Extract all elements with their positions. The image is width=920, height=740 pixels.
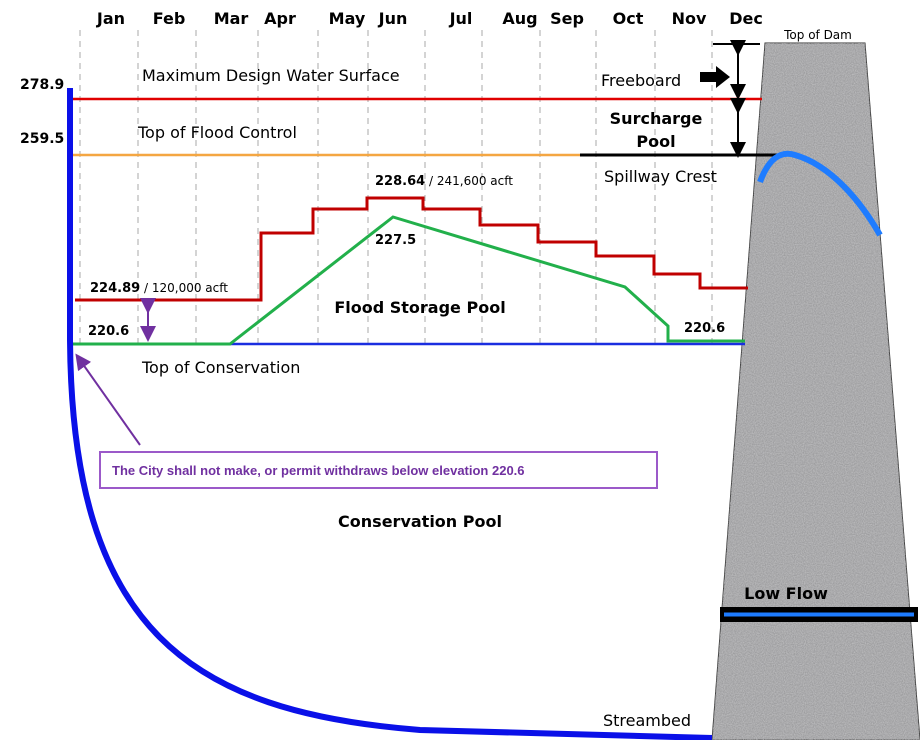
dam-label: Pool [636, 132, 675, 151]
month: Jan [96, 9, 125, 28]
month: Mar [214, 9, 249, 28]
line-label: Streambed [603, 711, 691, 730]
month: Jun [378, 9, 408, 28]
base-volume: / 120,000 acft [144, 281, 228, 295]
reservoir-bed [67, 88, 713, 740]
pool-label: Conservation Pool [338, 512, 502, 531]
annotation: 220.6 [88, 324, 129, 339]
annotation: 224.89 / 120,000 acft [90, 281, 228, 296]
annotation: 227.5 [375, 233, 416, 248]
month: May [329, 9, 366, 28]
month: Apr [264, 9, 296, 28]
note-box [99, 451, 658, 489]
peak-value: 228.64 [375, 174, 425, 189]
pool-label: Flood Storage Pool [334, 298, 505, 317]
note-bold: withdraws below elevation 220.6 [323, 463, 524, 478]
note-text: The City shall not make, or permit [112, 463, 324, 478]
line-label: Top of Conservation [141, 358, 300, 377]
month: Nov [672, 9, 707, 28]
green-curve [72, 215, 745, 346]
note-arrow [75, 353, 141, 446]
month: Oct [613, 9, 644, 28]
dam-label: Low Flow [744, 584, 828, 603]
annotation: 220.6 [684, 321, 725, 336]
months: Jan Feb Mar Apr May Jun Jul Aug Sep Oct … [96, 9, 763, 28]
elevation: 259.5 [20, 131, 64, 147]
dam-label: Freeboard [601, 71, 681, 90]
dam [711, 42, 920, 740]
spillway-flow [757, 150, 883, 237]
grid [79, 30, 713, 345]
dam-label: Surcharge [610, 109, 703, 128]
month: Aug [502, 9, 537, 28]
month: Sep [550, 9, 584, 28]
dam-label: Top of Dam [783, 28, 852, 42]
month: Jul [449, 9, 473, 28]
freeboard-arrows [700, 40, 760, 158]
flood-rule-curve [75, 196, 748, 302]
line-label: Top of Flood Control [137, 123, 297, 142]
elevation: 278.9 [20, 77, 64, 93]
month: Dec [729, 9, 763, 28]
base-value: 224.89 [90, 281, 140, 296]
annotation: 228.64 / 241,600 acft [375, 174, 513, 189]
note: The City shall not make, or permit withd… [112, 463, 525, 478]
line-label: Spillway Crest [604, 167, 717, 186]
month: Feb [153, 9, 186, 28]
peak-volume: / 241,600 acft [429, 174, 513, 188]
line-label: Maximum Design Water Surface [142, 66, 400, 85]
